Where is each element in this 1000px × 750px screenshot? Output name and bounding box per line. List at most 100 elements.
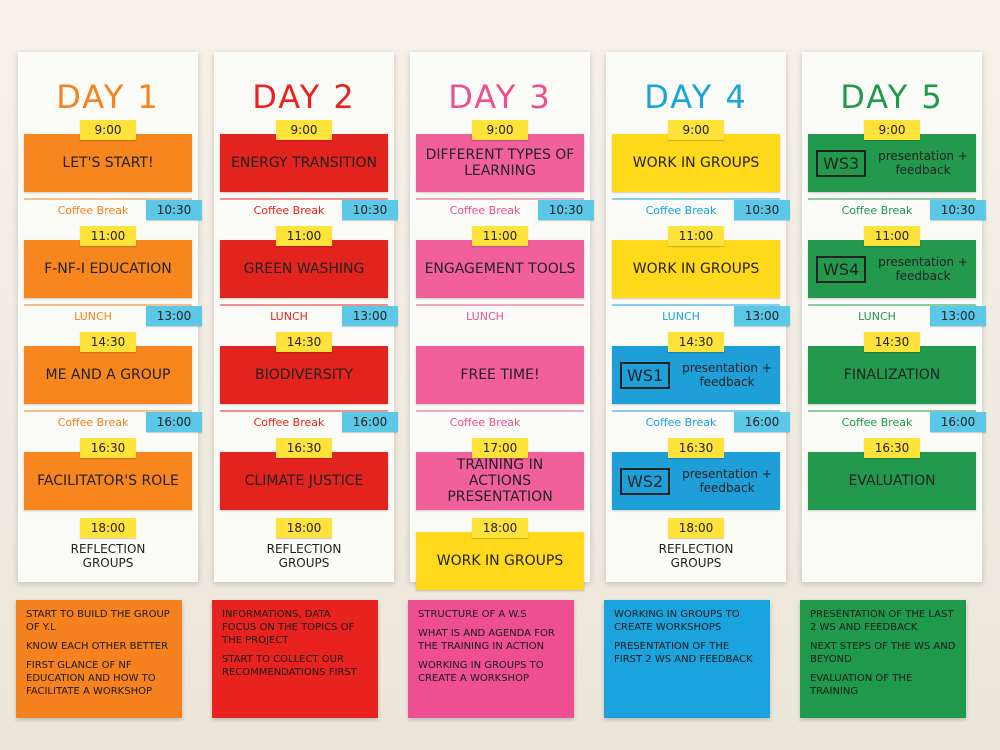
- summary-item: WORKING IN GROUPS TO CREATE A WORKSHOP: [418, 660, 544, 684]
- session-time: 11:00: [864, 226, 920, 246]
- break-time: 10:30: [342, 200, 398, 220]
- session-note: EVALUATION: [808, 452, 976, 510]
- plain-session: REFLECTION GROUPS: [658, 542, 734, 570]
- session-text: presentation + feedback: [682, 361, 772, 389]
- summary-note: START TO BUILD THE GROUP OF Y.L KNOW EACH…: [16, 600, 182, 718]
- break-label: Coffee Break: [841, 204, 913, 217]
- session-time: 14:30: [80, 332, 136, 352]
- summary-note: STRUCTURE OF A W.S WHAT IS AND AGENDA FOR…: [408, 600, 574, 718]
- summary-note: INFORMATIONS, DATA FOCUS ON THE TOPICS O…: [212, 600, 378, 718]
- session-time: 9:00: [276, 120, 332, 140]
- break-label: LUNCH: [270, 310, 308, 323]
- session-note: F-NF-I EDUCATION: [24, 240, 192, 298]
- session-time: 18:00: [80, 518, 136, 538]
- divider: [612, 304, 780, 306]
- session-note: WS2 presentation + feedback: [612, 452, 780, 510]
- summary-note: PRESENTATION OF THE LAST 2 WS AND FEEDBA…: [800, 600, 966, 718]
- break-label: Coffee Break: [449, 416, 521, 429]
- session-time: 18:00: [276, 518, 332, 538]
- session-time: 16:30: [276, 438, 332, 458]
- session-time: 11:00: [668, 226, 724, 246]
- session-time: 9:00: [668, 120, 724, 140]
- session-time: 18:00: [668, 518, 724, 538]
- break-time: 16:00: [146, 412, 202, 432]
- divider: [24, 410, 192, 412]
- summary-item: EVALUATION OF THE TRAINING: [810, 673, 913, 697]
- break-label: Coffee Break: [57, 204, 129, 217]
- break-label: Coffee Break: [645, 204, 717, 217]
- divider: [220, 410, 388, 412]
- break-time: 10:30: [538, 200, 594, 220]
- ws-tag: WS3: [816, 149, 867, 177]
- session-time: 17:00: [472, 438, 528, 458]
- session-note: WORK IN GROUPS: [416, 532, 584, 590]
- summary-item: WORKING IN GROUPS TO CREATE WORKSHOPS: [614, 609, 740, 633]
- session-note: CLIMATE JUSTICE: [220, 452, 388, 510]
- break-label: LUNCH: [466, 310, 504, 323]
- break-time: 10:30: [930, 200, 986, 220]
- summary-item: STRUCTURE OF A W.S: [418, 609, 527, 620]
- session-time: 11:00: [472, 226, 528, 246]
- session-note: FREE TIME!: [416, 346, 584, 404]
- day-title: DAY 5: [840, 78, 944, 116]
- break-time: 13:00: [342, 306, 398, 326]
- summary-item: FIRST GLANCE OF NF EDUCATION AND HOW TO …: [26, 660, 156, 697]
- break-label: Coffee Break: [645, 416, 717, 429]
- summary-item: PRESENTATION OF THE FIRST 2 WS AND FEEDB…: [614, 641, 753, 665]
- session-time: 11:00: [276, 226, 332, 246]
- divider: [24, 198, 192, 200]
- session-time: 14:30: [668, 332, 724, 352]
- session-text: presentation + feedback: [878, 255, 968, 283]
- session-note: WORK IN GROUPS: [612, 240, 780, 298]
- session-note: Training in Actions PRESENTATION: [416, 452, 584, 510]
- break-time: 16:00: [342, 412, 398, 432]
- divider: [220, 304, 388, 306]
- divider: [808, 304, 976, 306]
- break-time: 13:00: [734, 306, 790, 326]
- session-note: ENGAGEMENT TOOLS: [416, 240, 584, 298]
- divider: [220, 198, 388, 200]
- divider: [24, 304, 192, 306]
- session-note: BIODIVERSITY: [220, 346, 388, 404]
- divider: [612, 410, 780, 412]
- session-note: LET'S START!: [24, 134, 192, 192]
- summary-item: START TO BUILD THE GROUP OF Y.L: [26, 609, 170, 633]
- divider: [416, 410, 584, 412]
- session-time: 14:30: [864, 332, 920, 352]
- session-note: GREEN WASHING: [220, 240, 388, 298]
- day-title: DAY 4: [644, 78, 748, 116]
- break-time: 13:00: [146, 306, 202, 326]
- session-note: FINALIZATION: [808, 346, 976, 404]
- break-time: 16:00: [734, 412, 790, 432]
- break-label: LUNCH: [662, 310, 700, 323]
- session-time: 9:00: [864, 120, 920, 140]
- day-title: DAY 2: [252, 78, 356, 116]
- plain-session: REFLECTION GROUPS: [266, 542, 342, 570]
- break-label: LUNCH: [74, 310, 112, 323]
- summary-item: INFORMATIONS, DATA FOCUS ON THE TOPICS O…: [222, 609, 355, 646]
- session-note: WS4 presentation + feedback: [808, 240, 976, 298]
- session-time: 16:30: [864, 438, 920, 458]
- session-time: 18:00: [472, 518, 528, 538]
- break-label: Coffee Break: [841, 416, 913, 429]
- summary-item: NEXT STEPS OF THE WS AND BEYOND: [810, 641, 956, 665]
- session-note: WS3 presentation + feedback: [808, 134, 976, 192]
- session-note: WORK IN GROUPS: [612, 134, 780, 192]
- summary-item: WHAT IS AND AGENDA FOR THE TRAINING IN A…: [418, 628, 555, 652]
- break-label: Coffee Break: [253, 204, 325, 217]
- divider: [416, 198, 584, 200]
- summary-item: START TO COLLECT OUR RECOMMENDATIONS FIR…: [222, 654, 357, 678]
- break-label: LUNCH: [858, 310, 896, 323]
- summary-item: PRESENTATION OF THE LAST 2 WS AND FEEDBA…: [810, 609, 954, 633]
- divider: [808, 198, 976, 200]
- session-time: 16:30: [668, 438, 724, 458]
- session-note: DIFFERENT TYPES OF LEARNING: [416, 134, 584, 192]
- session-time: 11:00: [80, 226, 136, 246]
- break-label: Coffee Break: [449, 204, 521, 217]
- session-note: ENERGY TRANSITION: [220, 134, 388, 192]
- ws-tag: WS4: [816, 255, 867, 283]
- day-title: DAY 3: [448, 78, 552, 116]
- ws-tag: WS1: [620, 361, 671, 389]
- session-time: 9:00: [472, 120, 528, 140]
